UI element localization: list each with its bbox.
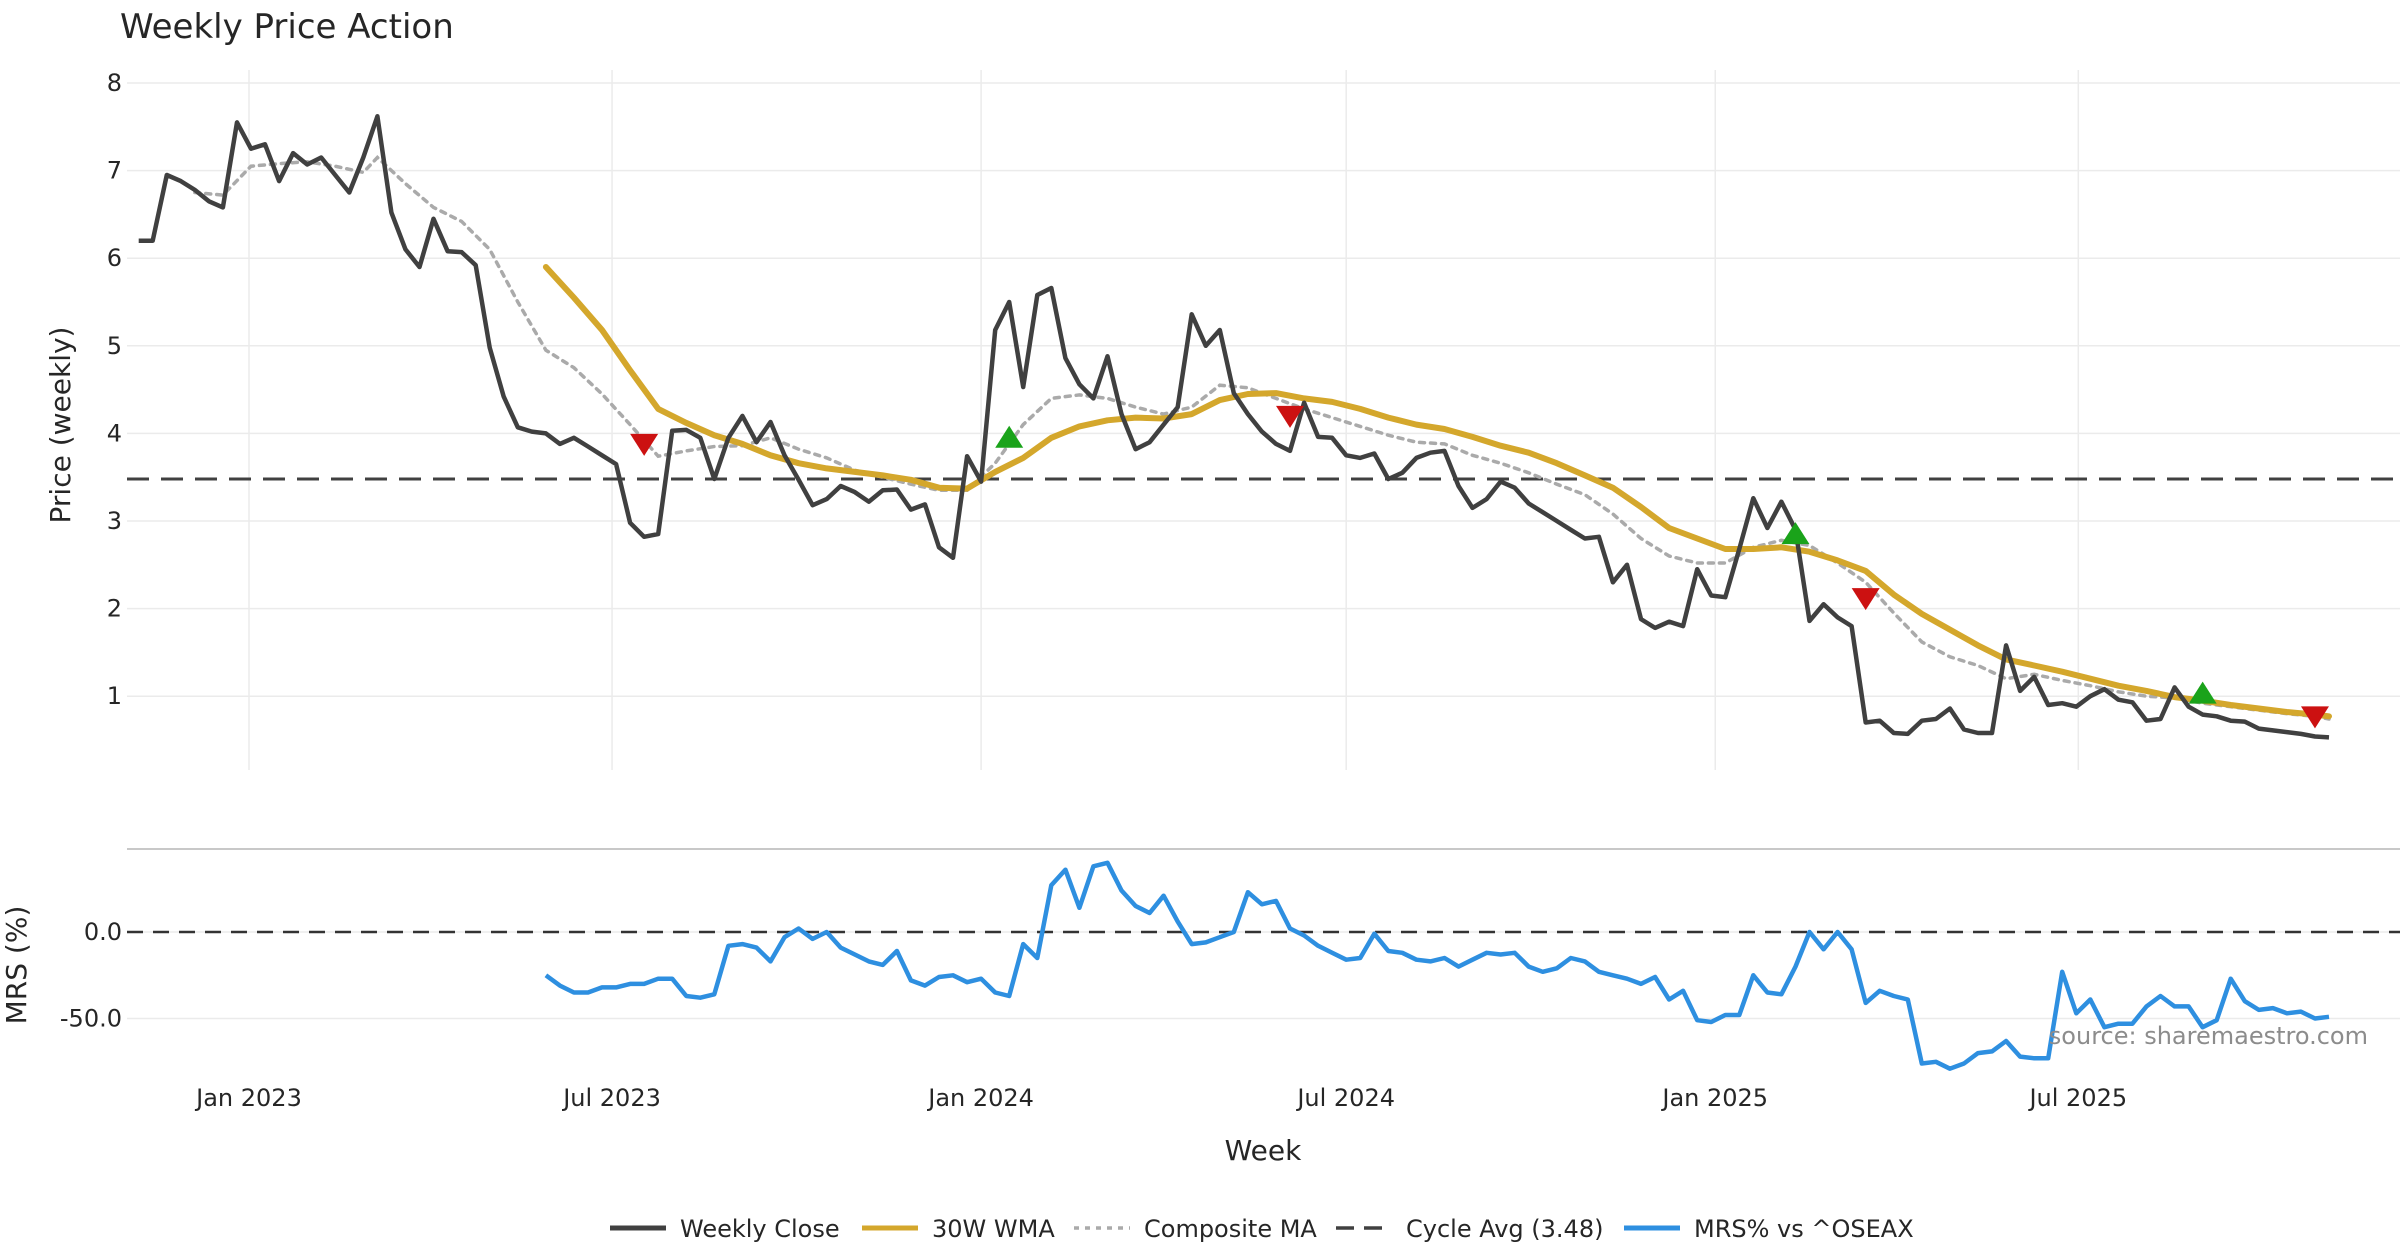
x-tick-label: Jan 2025 — [1660, 1084, 1768, 1112]
legend: Weekly Close 30W WMA Composite MA Cycle Avg… — [610, 1215, 1914, 1243]
x-tick-label: Jan 2023 — [194, 1084, 302, 1112]
x-tick-label: Jul 2024 — [1295, 1084, 1395, 1112]
x-tick-label: Jul 2023 — [561, 1084, 661, 1112]
composite-ma-line — [193, 155, 2331, 721]
mrs-line — [544, 860, 2330, 1071]
legend-label: 30W WMA — [932, 1215, 1055, 1243]
chart-title: Weekly Price Action — [120, 7, 454, 47]
mrs-series — [127, 860, 2400, 1071]
price-y-tick-label: 7 — [107, 157, 122, 185]
price-panel: 1 2 3 4 5 6 7 8 Price (weekly) — [44, 69, 2400, 770]
price-y-tick-label: 1 — [107, 682, 122, 710]
mrs-panel: 0.0 -50.0 MRS (%) source: sharemaestro.co… — [0, 860, 2400, 1071]
price-y-ticks: 1 2 3 4 5 6 7 8 — [107, 69, 122, 710]
price-grid — [127, 70, 2400, 770]
mrs-y-tick-label: 0.0 — [84, 918, 122, 946]
price-y-tick-label: 5 — [107, 332, 122, 360]
sell-signal-marker — [1276, 405, 1305, 428]
weekly-close-line — [138, 114, 2330, 740]
price-y-tick-label: 4 — [107, 419, 122, 447]
sell-signal-marker — [2300, 706, 2329, 729]
buy-signal-marker — [1781, 522, 1810, 545]
legend-label: Composite MA — [1144, 1215, 1317, 1243]
x-ticks: Jan 2023 Jul 2023 Jan 2024 Jul 2024 Jan 2025… — [194, 1084, 2127, 1112]
signal-markers — [630, 405, 2329, 729]
sell-signal-marker — [1851, 588, 1880, 611]
legend-label: Cycle Avg (3.48) — [1406, 1215, 1603, 1243]
sell-signal-marker — [630, 433, 659, 456]
buy-signal-marker — [2188, 681, 2217, 704]
price-y-tick-label: 3 — [107, 507, 122, 535]
price-y-axis-label: Price (weekly) — [44, 327, 77, 524]
x-tick-label: Jan 2024 — [926, 1084, 1034, 1112]
wma-30w-line — [542, 264, 2332, 720]
source-note: source: sharemaestro.com — [2049, 1022, 2368, 1050]
x-tick-label: Jul 2025 — [2027, 1084, 2127, 1112]
price-y-tick-label: 2 — [107, 595, 122, 623]
mrs-y-ticks: 0.0 -50.0 — [60, 918, 122, 1033]
price-y-tick-label: 8 — [107, 69, 122, 97]
legend-label: MRS% vs ^OSEAX — [1694, 1215, 1914, 1243]
price-y-tick-label: 6 — [107, 244, 122, 272]
mrs-y-tick-label: -50.0 — [60, 1005, 122, 1033]
x-axis-label: Week — [1225, 1134, 1302, 1167]
legend-label: Weekly Close — [680, 1215, 840, 1243]
buy-signal-marker — [995, 425, 1024, 448]
price-series — [127, 114, 2400, 740]
mrs-grid — [127, 931, 2400, 1020]
mrs-y-axis-label: MRS (%) — [0, 906, 33, 1025]
